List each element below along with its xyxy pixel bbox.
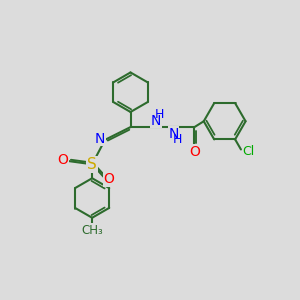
Text: H: H <box>155 108 164 121</box>
Text: Cl: Cl <box>242 145 254 158</box>
Text: S: S <box>87 157 97 172</box>
Text: N: N <box>168 127 179 141</box>
Text: O: O <box>57 153 68 166</box>
Text: O: O <box>189 145 200 159</box>
Text: H: H <box>172 134 182 146</box>
Text: N: N <box>94 132 105 146</box>
Text: O: O <box>104 172 115 186</box>
Text: N: N <box>151 114 161 128</box>
Text: CH₃: CH₃ <box>81 224 103 237</box>
